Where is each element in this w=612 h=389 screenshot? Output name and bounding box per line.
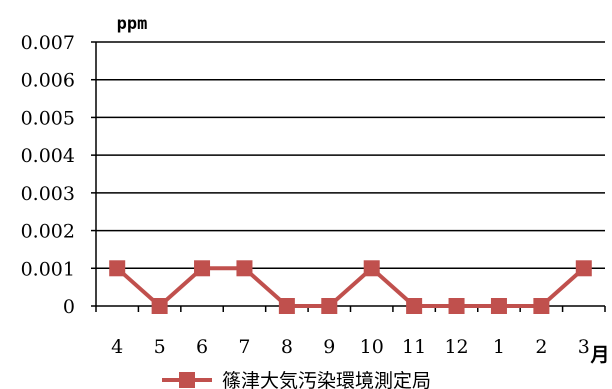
data-point-marker (321, 298, 338, 314)
y-tick-label: 0.006 (21, 70, 75, 92)
x-axis-ticks: 4 5 6 7 8 9 10 11 12 1 2 3 (95, 306, 606, 358)
y-tick-label: 0.005 (21, 107, 75, 129)
x-axis-unit-label: 月 (589, 344, 609, 366)
x-tick-label: 4 (111, 336, 123, 358)
data-point-marker (406, 298, 423, 314)
data-point-marker (490, 298, 507, 314)
legend: 篠津大気汚染環境測定局 (162, 370, 431, 389)
x-tick-label: 11 (402, 336, 426, 358)
y-tick-label: 0.002 (21, 221, 75, 243)
data-point-marker (194, 260, 211, 277)
data-point-marker (278, 298, 295, 314)
x-tick-label: 2 (535, 336, 547, 358)
x-tick-label: 3 (578, 336, 590, 358)
data-point-marker (448, 298, 465, 314)
series-group (109, 260, 592, 314)
data-point-marker (533, 298, 550, 314)
data-point-marker (363, 260, 380, 277)
data-point-marker (109, 260, 126, 277)
y-axis-unit-label: ppm (117, 14, 148, 34)
x-tick-label: 10 (360, 336, 384, 358)
data-point-marker (575, 260, 592, 277)
x-tick-label: 5 (154, 336, 166, 358)
legend-label: 篠津大気汚染環境測定局 (222, 370, 431, 389)
data-point-marker (151, 298, 168, 314)
legend-marker-icon (179, 372, 195, 388)
x-tick-label: 6 (196, 336, 208, 358)
gridlines (96, 41, 605, 270)
x-tick-label: 1 (493, 336, 505, 358)
data-point-marker (236, 260, 253, 277)
x-tick-label: 8 (281, 336, 293, 358)
y-axis-ticks: 0 0.001 0.002 0.003 0.004 0.005 0.006 0.007 (21, 32, 96, 318)
y-tick-label: 0.003 (21, 183, 75, 205)
y-tick-label: 0 (63, 296, 75, 318)
y-tick-label: 0.004 (21, 145, 75, 167)
x-tick-label: 12 (444, 336, 468, 358)
series-line (115, 266, 586, 308)
x-tick-label: 7 (238, 336, 250, 358)
y-tick-label: 0.007 (21, 32, 75, 54)
x-tick-label: 9 (323, 336, 335, 358)
y-tick-label: 0.001 (21, 258, 75, 280)
